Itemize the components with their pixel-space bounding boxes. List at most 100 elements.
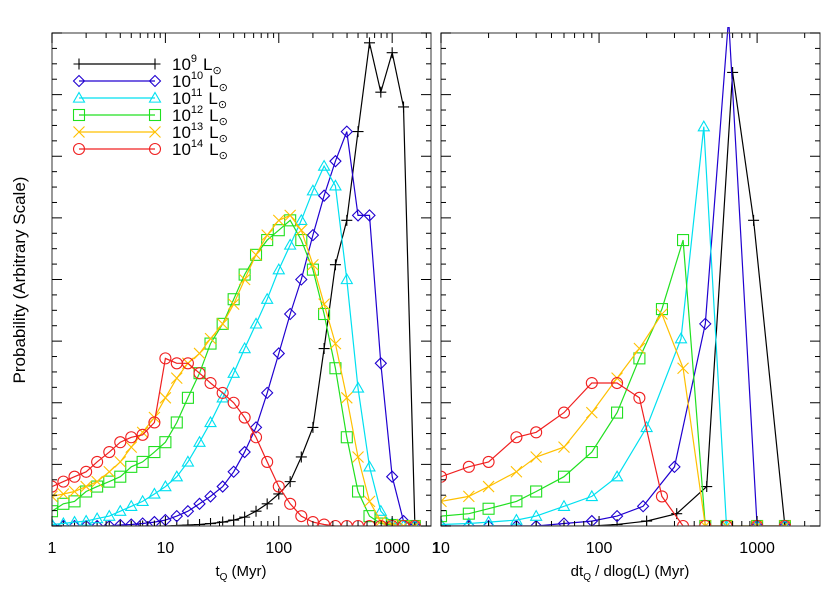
series-line xyxy=(441,382,785,526)
x-marker-icon xyxy=(318,298,330,311)
triangle-marker-icon xyxy=(363,460,376,472)
legend-item: 1012 L⊙ xyxy=(72,104,228,128)
circle-marker-icon xyxy=(329,519,342,526)
diamond-marker-icon xyxy=(136,517,149,526)
x-marker-icon xyxy=(677,362,689,375)
diamond-marker-icon xyxy=(148,515,161,526)
triangle-marker-icon xyxy=(317,159,331,171)
plus-marker-icon xyxy=(329,259,341,271)
x-marker-icon xyxy=(91,475,104,488)
diamond-marker-icon xyxy=(585,514,599,526)
plus-marker-icon xyxy=(386,47,398,59)
legend-item: 109 L⊙ xyxy=(73,53,222,77)
x-tick-label: 1 xyxy=(48,540,57,557)
legend-item: 1011 L⊙ xyxy=(72,87,227,111)
plus-legend-icon xyxy=(73,58,85,70)
circle-marker-icon xyxy=(585,376,598,390)
triangle-marker-icon xyxy=(124,499,138,511)
square-marker-icon xyxy=(351,485,365,498)
circle-marker-icon xyxy=(52,480,59,493)
triangle-marker-icon xyxy=(58,516,69,526)
circle-marker-icon xyxy=(633,391,646,404)
x-marker-icon xyxy=(272,214,285,227)
plus-marker-icon xyxy=(341,214,353,226)
plus-legend-icon xyxy=(149,58,161,70)
diamond-marker-icon xyxy=(306,228,320,242)
circle-marker-icon xyxy=(720,519,733,526)
square-marker-icon xyxy=(295,234,308,247)
plus-marker-icon xyxy=(103,520,115,526)
circle-marker-icon xyxy=(374,519,387,526)
triangle-marker-icon xyxy=(610,470,624,482)
x-marker-icon xyxy=(125,441,138,454)
diamond-marker-icon xyxy=(249,421,263,434)
plus-marker-icon xyxy=(182,519,194,526)
triangle-marker-icon xyxy=(340,272,354,285)
triangle-marker-icon xyxy=(674,332,688,344)
diamond-marker-icon xyxy=(778,519,792,526)
triangle-marker-icon xyxy=(147,487,161,499)
circle-marker-icon xyxy=(295,510,308,523)
legend-item: 1013 L⊙ xyxy=(73,121,228,145)
x-marker-icon xyxy=(284,209,297,222)
circle-marker-icon xyxy=(397,519,410,526)
x-marker-icon xyxy=(363,495,376,508)
circle-marker-icon xyxy=(159,352,172,365)
square-marker-icon xyxy=(216,317,229,330)
square-marker-icon xyxy=(611,406,624,419)
diamond-marker-icon xyxy=(283,307,297,321)
triangle-marker-icon xyxy=(193,435,206,447)
circle-marker-icon xyxy=(611,376,624,390)
circle-marker-icon xyxy=(249,431,263,444)
square-marker-icon xyxy=(170,416,183,429)
circle-marker-icon xyxy=(530,426,543,439)
circle-marker-icon xyxy=(408,519,421,526)
circle-marker-icon xyxy=(216,386,229,399)
triangle-marker-icon xyxy=(272,263,286,275)
square-legend-icon xyxy=(148,108,162,122)
diamond-marker-icon xyxy=(408,519,422,526)
circle-marker-icon xyxy=(57,475,70,488)
x-marker-icon xyxy=(170,372,183,384)
triangle-marker-icon xyxy=(136,494,150,507)
diamond-marker-icon xyxy=(482,519,495,526)
plus-marker-icon xyxy=(250,505,262,517)
circle-marker-icon xyxy=(68,470,81,483)
series-group xyxy=(441,27,792,526)
triangle-marker-icon xyxy=(753,519,761,526)
diamond-marker-icon xyxy=(68,519,81,526)
triangle-marker-icon xyxy=(351,381,365,393)
triangle-marker-icon xyxy=(102,509,116,521)
x-marker-icon xyxy=(261,229,274,242)
x-legend-icon xyxy=(73,126,85,138)
square-marker-icon xyxy=(482,502,495,515)
diamond-marker-icon xyxy=(636,500,650,513)
circle-marker-icon xyxy=(227,396,240,409)
circle-marker-icon xyxy=(284,497,297,510)
circle-marker-icon xyxy=(340,519,353,526)
x-marker-icon xyxy=(216,317,229,330)
circle-marker-icon xyxy=(557,406,571,419)
plus-marker-icon xyxy=(463,520,475,526)
plus-marker-icon xyxy=(307,421,319,433)
x-marker-icon xyxy=(340,391,353,404)
triangle-marker-icon xyxy=(328,179,342,191)
circle-marker-icon xyxy=(136,428,149,441)
triangle-marker-icon xyxy=(283,238,297,250)
triangle-marker-icon xyxy=(722,519,731,526)
plus-marker-icon xyxy=(57,520,69,526)
x-marker-icon xyxy=(159,391,172,404)
x-tick-label: 100 xyxy=(265,540,292,557)
circle-marker-icon xyxy=(363,519,376,526)
left-panel: 1 10 100 1000 1 xyxy=(48,32,441,557)
circle-marker-icon xyxy=(103,445,116,459)
plus-marker-icon xyxy=(239,511,251,523)
legend-label: 1011 L⊙ xyxy=(172,87,227,111)
diamond-legend-icon xyxy=(148,74,162,88)
triangle-marker-icon xyxy=(158,479,172,492)
circle-marker-icon xyxy=(462,460,475,473)
square-marker-icon xyxy=(510,495,523,508)
plus-marker-icon xyxy=(318,343,330,355)
x-tick-label: 1000 xyxy=(374,540,410,557)
